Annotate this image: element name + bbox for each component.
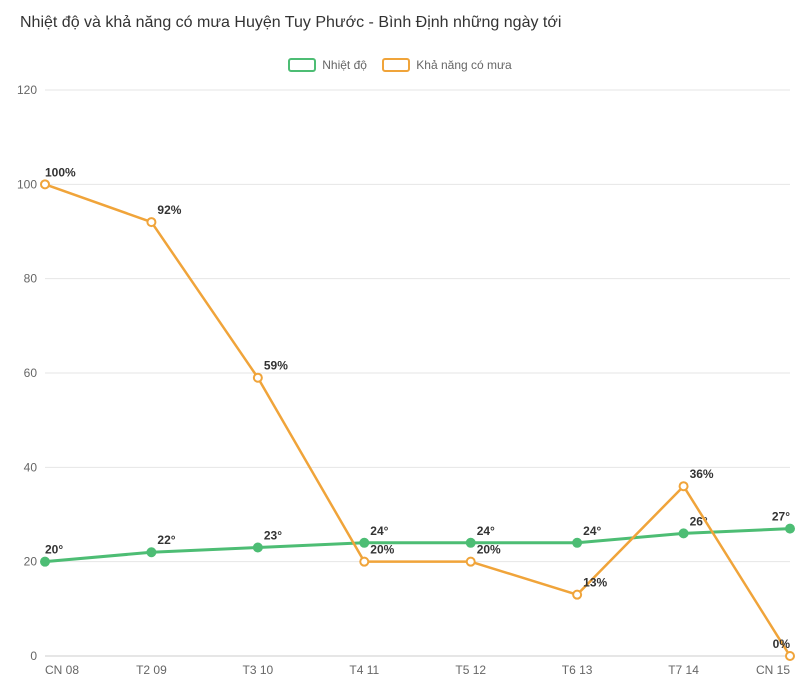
weather-chart: Nhiệt độ và khả năng có mưa Huyện Tuy Ph…	[0, 0, 800, 692]
data-label-temperature: 23°	[264, 529, 282, 543]
data-label-temperature: 24°	[583, 524, 601, 538]
data-label-rain: 20%	[370, 543, 394, 557]
data-label-temperature: 27°	[772, 510, 790, 524]
series-marker-temperature[interactable]	[360, 539, 368, 547]
data-label-rain: 92%	[157, 203, 181, 217]
data-label-rain: 20%	[477, 543, 501, 557]
x-tick-label: T5 12	[455, 663, 486, 677]
data-label-rain: 100%	[45, 165, 76, 179]
x-tick-label: T3 10	[243, 663, 274, 677]
data-label-temperature: 24°	[370, 524, 388, 538]
series-marker-temperature[interactable]	[680, 529, 688, 537]
series-marker-rain[interactable]	[360, 558, 368, 566]
series-marker-temperature[interactable]	[41, 558, 49, 566]
y-tick-label: 60	[24, 366, 38, 380]
y-tick-label: 80	[24, 272, 38, 286]
x-tick-label: CN 08	[45, 663, 79, 677]
series-marker-temperature[interactable]	[467, 539, 475, 547]
data-label-rain: 13%	[583, 576, 607, 590]
x-tick-label: CN 15	[756, 663, 790, 677]
y-tick-label: 40	[24, 460, 38, 474]
series-marker-rain[interactable]	[680, 482, 688, 490]
data-label-temperature: 20°	[45, 543, 63, 557]
x-tick-label: T2 09	[136, 663, 167, 677]
x-tick-label: T4 11	[349, 663, 379, 677]
series-marker-temperature[interactable]	[786, 525, 794, 533]
series-marker-temperature[interactable]	[254, 544, 262, 552]
y-tick-label: 0	[30, 649, 37, 663]
series-marker-rain[interactable]	[147, 218, 155, 226]
series-marker-rain[interactable]	[786, 652, 794, 660]
x-tick-label: T7 14	[668, 663, 699, 677]
data-label-rain: 0%	[773, 637, 791, 651]
series-marker-temperature[interactable]	[573, 539, 581, 547]
series-marker-rain[interactable]	[41, 180, 49, 188]
data-label-temperature: 24°	[477, 524, 495, 538]
y-tick-label: 20	[24, 555, 38, 569]
data-label-temperature: 22°	[157, 533, 175, 547]
series-marker-temperature[interactable]	[147, 548, 155, 556]
series-line-rain	[45, 184, 790, 656]
data-label-rain: 59%	[264, 359, 288, 373]
series-marker-rain[interactable]	[467, 558, 475, 566]
data-label-rain: 36%	[690, 467, 714, 481]
x-tick-label: T6 13	[562, 663, 593, 677]
series-marker-rain[interactable]	[573, 591, 581, 599]
series-marker-rain[interactable]	[254, 374, 262, 382]
y-tick-label: 100	[17, 177, 37, 191]
y-tick-label: 120	[17, 83, 37, 97]
chart-plot-area: 0 20 40 60 80 100 120 CN 08 T2 09 T3 10 T4 11 T5 12…	[0, 0, 800, 692]
